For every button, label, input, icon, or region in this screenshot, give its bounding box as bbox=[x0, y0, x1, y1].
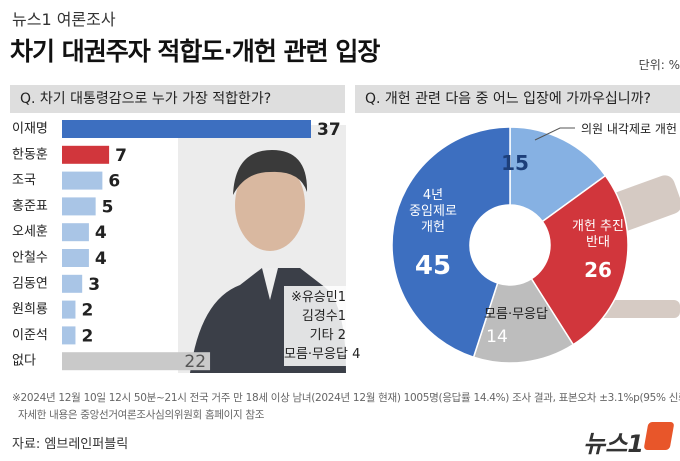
note-box bbox=[284, 286, 348, 366]
value-label: 4 bbox=[95, 223, 107, 243]
callout-line bbox=[534, 127, 575, 141]
footnote: ※2024년 12월 10일 12시 50분~21시 전국 거주 만 18세 이… bbox=[12, 390, 680, 424]
footnote-line: ※2024년 12월 10일 12시 50분~21시 전국 거주 만 18세 이… bbox=[12, 392, 680, 404]
category-label: 4년 중임제로 개헌 bbox=[409, 188, 457, 235]
value-label: 6 bbox=[108, 172, 120, 192]
bar bbox=[62, 326, 76, 345]
category-label: 김동연 bbox=[12, 276, 48, 291]
pie-slice bbox=[472, 277, 575, 364]
pie-slice bbox=[530, 174, 629, 346]
value-label: 45 bbox=[414, 251, 452, 281]
title: 차기 대권주자 적합도·개헌 관련 입장 bbox=[10, 37, 380, 66]
pie-slice bbox=[391, 126, 511, 359]
category-label: 홍준표 bbox=[12, 199, 48, 214]
bar bbox=[62, 171, 103, 190]
category-label: 의원 내각제로 개헌 bbox=[578, 120, 680, 137]
value-label: 3 bbox=[88, 275, 100, 295]
value-label: 22 bbox=[184, 352, 206, 372]
bar bbox=[62, 352, 211, 371]
pie-hole bbox=[471, 206, 549, 284]
annotation: 김경수1 bbox=[301, 309, 346, 324]
value-label: 15 bbox=[501, 151, 529, 175]
bar bbox=[62, 274, 83, 293]
value-label: 14 bbox=[486, 327, 508, 347]
logo-mark bbox=[643, 422, 675, 450]
category-label: 개헌 추진 반대 bbox=[572, 219, 624, 250]
category-label: 안철수 bbox=[12, 251, 48, 266]
bar bbox=[62, 197, 96, 216]
pie-question: Q. 개헌 관련 다음 중 어느 입장에 가까우십니까? bbox=[355, 85, 680, 113]
bar-question: Q. 차기 대통령감으로 누가 가장 적합한가? bbox=[10, 85, 345, 113]
value-label: 2 bbox=[81, 301, 93, 321]
source: 자료: 엠브레인퍼블릭 bbox=[12, 437, 129, 452]
category-label: 오세훈 bbox=[12, 225, 48, 240]
kicker: 뉴스1 여론조사 bbox=[12, 10, 116, 29]
annotation: 기타 2 bbox=[309, 328, 346, 343]
category-label: 한동훈 bbox=[12, 147, 48, 162]
pie-slice bbox=[509, 126, 607, 223]
bar bbox=[62, 145, 110, 164]
chart: 이재명 37 한동훈 7 조국 6 홍준표 5 오세훈 4 안철수 4 김동연 3 원희룡 2 이준석 2 없다 22 bbox=[12, 120, 680, 373]
logo: 뉴스1 bbox=[583, 430, 644, 458]
category-label: 없다 bbox=[12, 354, 36, 369]
value-label: 5 bbox=[102, 197, 114, 217]
category-label: 이재명 bbox=[12, 122, 48, 137]
value-label: 4 bbox=[95, 249, 107, 269]
value-label: 2 bbox=[81, 326, 93, 346]
category-label: 모름·무응답 bbox=[484, 307, 548, 322]
annotation: ※유승민1 bbox=[290, 290, 346, 305]
bar bbox=[62, 249, 89, 267]
bar bbox=[62, 300, 76, 319]
value-label: 7 bbox=[115, 146, 127, 166]
value-label: 26 bbox=[584, 258, 612, 282]
category-label: 원희룡 bbox=[12, 302, 48, 317]
bar bbox=[62, 223, 89, 242]
footnote-line: 자세한 내용은 중앙선거여론조사심의위원회 홈페이지 참조 bbox=[18, 409, 265, 421]
note: ※유승민1 김경수1 기타 2 모름·무응답 4 bbox=[284, 288, 361, 364]
category-label: 이준석 bbox=[12, 328, 48, 343]
category-label: 조국 bbox=[12, 173, 36, 188]
value-label: 37 bbox=[317, 120, 341, 140]
unit: 단위: % bbox=[638, 58, 680, 72]
annotation: 모름·무응답 4 bbox=[284, 347, 361, 362]
bar bbox=[62, 120, 311, 138]
